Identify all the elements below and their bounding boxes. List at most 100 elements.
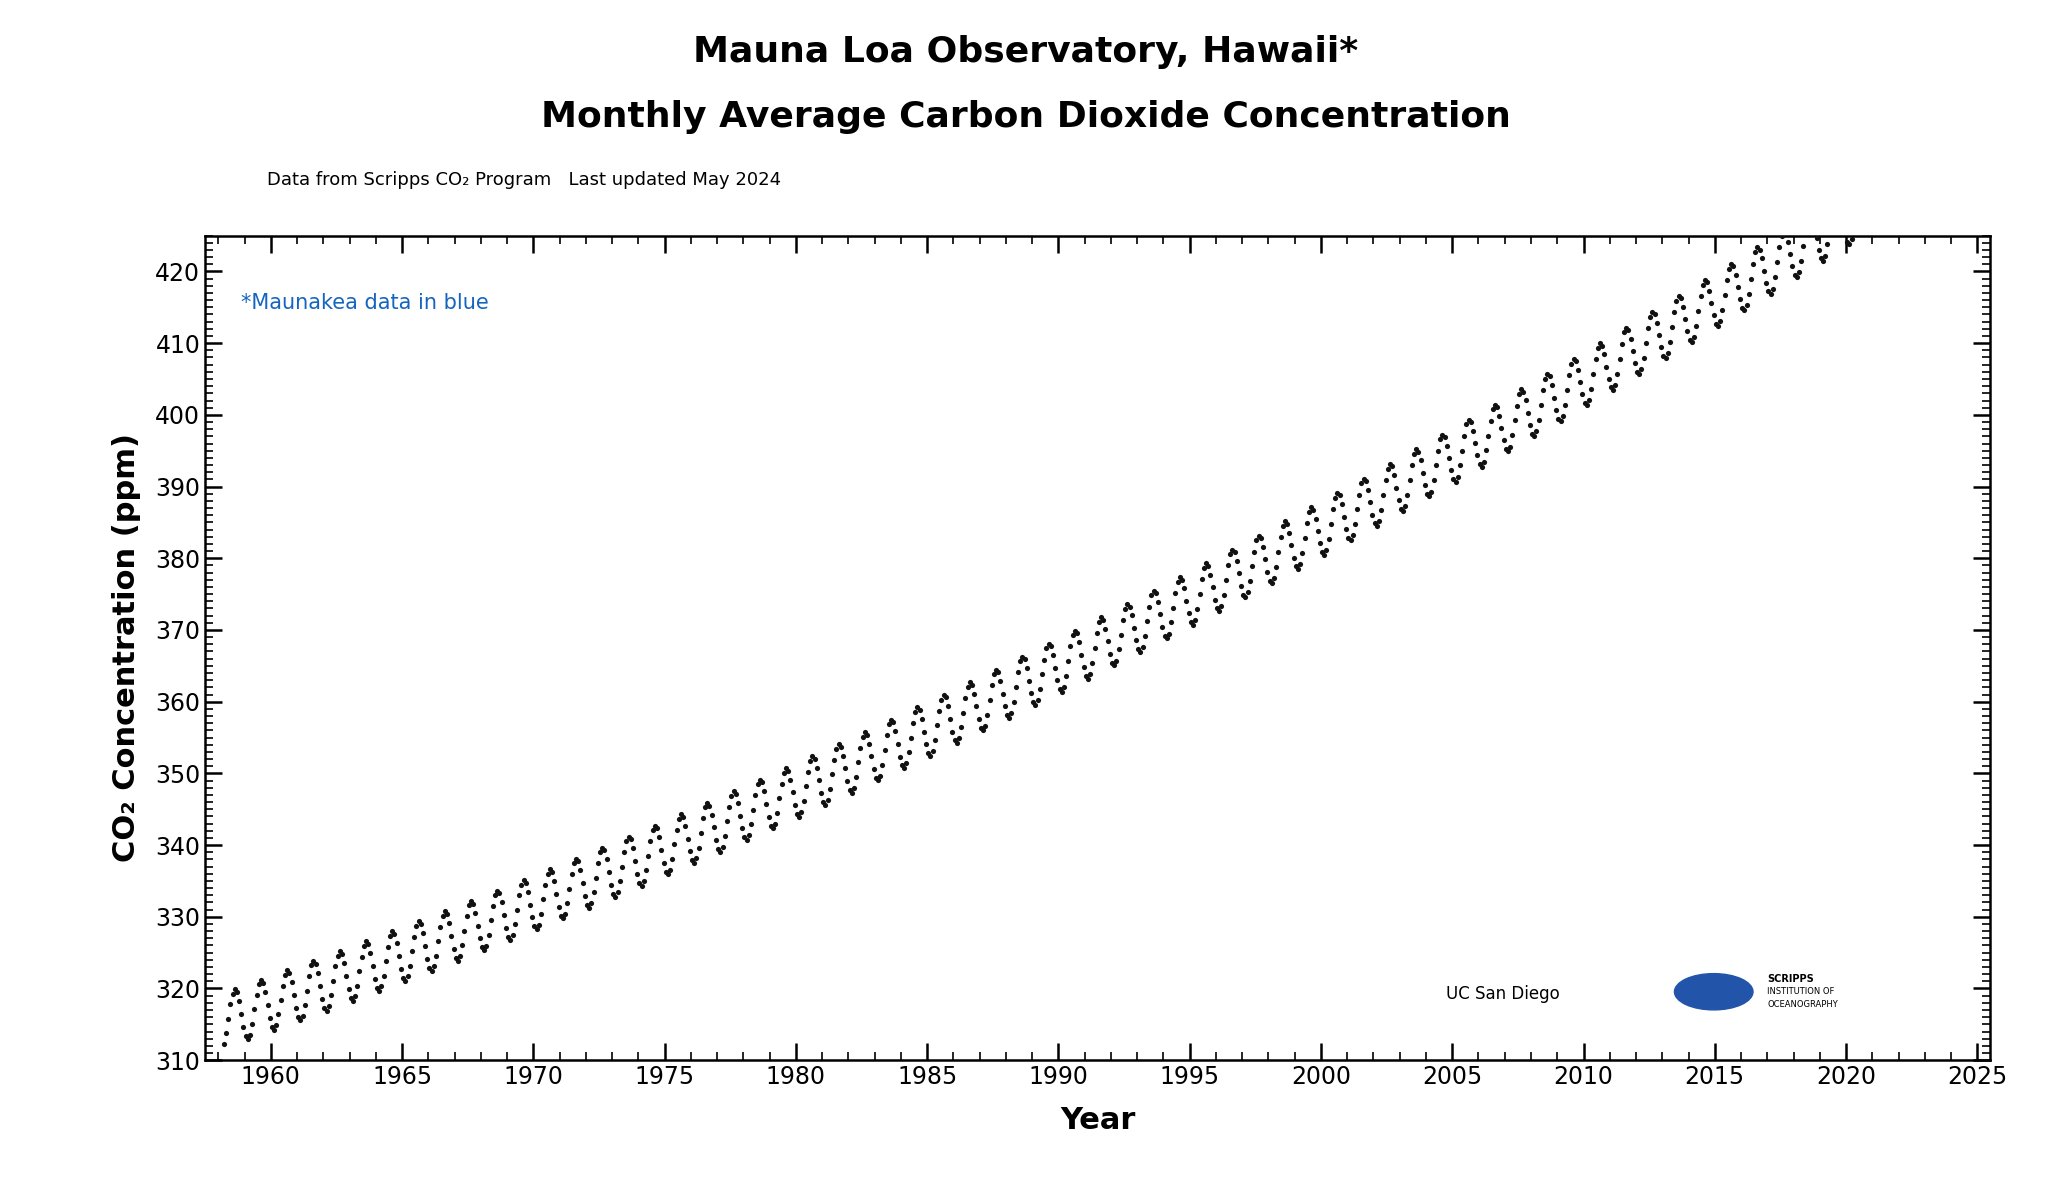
Point — [1287, 543, 1319, 562]
Point — [458, 894, 490, 913]
Point — [308, 998, 341, 1017]
Point — [1416, 482, 1449, 501]
Point — [1270, 515, 1303, 534]
Point — [1931, 144, 1964, 163]
Point — [1726, 298, 1759, 317]
Point — [858, 760, 891, 779]
Point — [1681, 317, 1713, 336]
Point — [503, 886, 536, 905]
Point — [1083, 613, 1116, 631]
Point — [1910, 181, 1943, 200]
Point — [1761, 253, 1793, 272]
Point — [650, 865, 683, 884]
Point — [1927, 123, 1960, 141]
Point — [792, 762, 825, 781]
Point — [304, 977, 337, 995]
Point — [484, 893, 517, 912]
Point — [1822, 191, 1855, 210]
Point — [1161, 573, 1194, 591]
Point — [1904, 161, 1937, 180]
Point — [587, 839, 620, 858]
Point — [819, 750, 852, 769]
Point — [441, 951, 474, 969]
Point — [1022, 690, 1055, 709]
Y-axis label: CO₂ Concentration (ppm): CO₂ Concentration (ppm) — [113, 434, 142, 862]
Point — [252, 1008, 285, 1027]
Point — [1939, 161, 1972, 180]
Point — [246, 973, 279, 992]
Point — [462, 916, 495, 935]
Text: Data from Scripps CO₂ Program   Last updated May 2024: Data from Scripps CO₂ Program Last updat… — [267, 171, 782, 188]
Point — [714, 787, 747, 806]
Point — [443, 947, 476, 966]
Point — [234, 1025, 267, 1044]
Point — [1746, 249, 1779, 267]
Point — [1650, 349, 1683, 368]
Point — [862, 770, 895, 789]
Point — [735, 815, 767, 834]
Point — [472, 926, 505, 945]
Point — [589, 841, 622, 860]
Point — [1631, 318, 1664, 337]
Point — [722, 794, 755, 813]
Point — [644, 841, 677, 860]
Point — [408, 937, 441, 955]
Point — [1139, 584, 1172, 603]
Point — [975, 676, 1008, 695]
Point — [1886, 201, 1919, 220]
Point — [371, 938, 404, 957]
Point — [361, 979, 394, 998]
Point — [351, 935, 384, 954]
Point — [1535, 376, 1568, 395]
Point — [679, 849, 712, 868]
Point — [1915, 179, 1947, 198]
Point — [1338, 515, 1371, 534]
Point — [1625, 359, 1658, 378]
Point — [1174, 613, 1207, 631]
Point — [1804, 249, 1837, 267]
Point — [813, 780, 845, 799]
Point — [1543, 411, 1576, 430]
Point — [1340, 499, 1373, 518]
Point — [248, 982, 281, 1001]
Point — [1157, 598, 1190, 617]
Point — [1235, 557, 1268, 576]
Point — [1414, 487, 1447, 505]
Point — [1334, 531, 1367, 550]
Point — [505, 875, 538, 894]
Point — [960, 697, 993, 716]
Point — [1077, 638, 1110, 657]
Point — [901, 697, 934, 716]
Point — [1715, 254, 1748, 273]
Point — [490, 919, 523, 938]
Point — [675, 851, 708, 869]
Point — [267, 977, 300, 995]
Point — [1459, 434, 1492, 452]
Point — [640, 819, 673, 838]
Point — [938, 732, 971, 750]
Point — [1420, 456, 1453, 475]
Point — [460, 904, 492, 922]
Point — [1307, 545, 1340, 564]
Point — [874, 710, 907, 729]
Point — [1699, 315, 1732, 333]
Point — [1894, 154, 1927, 173]
Point — [334, 988, 367, 1007]
Point — [1496, 426, 1529, 445]
Point — [392, 967, 425, 986]
Point — [310, 1001, 343, 1020]
Point — [956, 675, 989, 694]
Point — [363, 981, 396, 1000]
Point — [1473, 411, 1506, 430]
Point — [1884, 199, 1917, 218]
Point — [1455, 412, 1488, 431]
Point — [412, 959, 445, 978]
Point — [1053, 651, 1086, 670]
Point — [1293, 503, 1326, 522]
Point — [1291, 514, 1324, 532]
Point — [447, 921, 480, 940]
Point — [1484, 406, 1516, 425]
Point — [648, 862, 681, 881]
Point — [661, 820, 694, 839]
Point — [343, 961, 376, 980]
